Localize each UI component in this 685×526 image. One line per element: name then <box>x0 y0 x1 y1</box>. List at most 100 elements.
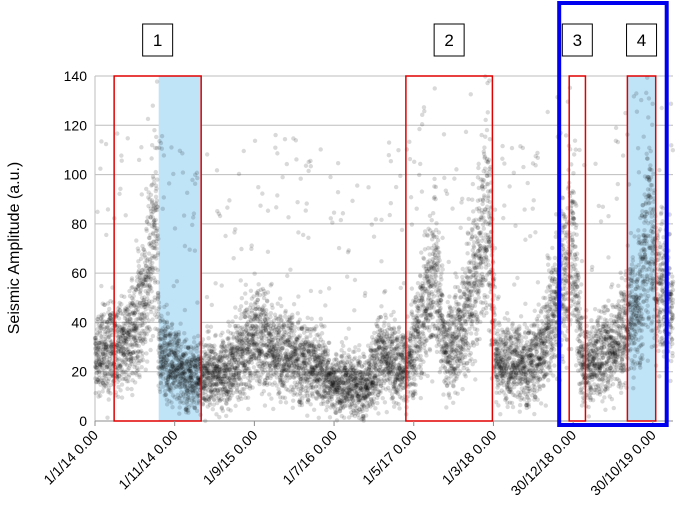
data-point <box>115 309 121 315</box>
data-point <box>167 352 172 358</box>
data-point <box>129 321 135 327</box>
data-point <box>168 333 173 339</box>
data-point <box>95 367 101 373</box>
data-point <box>165 380 170 385</box>
data-point <box>163 360 169 366</box>
data-point <box>162 367 167 372</box>
data-point <box>128 301 133 306</box>
data-point <box>128 312 133 317</box>
data-point <box>170 321 175 326</box>
data-point <box>150 270 155 275</box>
data-point <box>314 324 319 329</box>
data-point <box>149 223 155 229</box>
data-point <box>129 359 134 364</box>
data-point <box>127 316 133 321</box>
data-point <box>135 274 140 280</box>
data-point <box>165 324 171 330</box>
data-point <box>151 180 157 185</box>
data-point <box>324 407 329 413</box>
data-point <box>102 361 107 366</box>
data-point <box>109 344 114 349</box>
data-point <box>212 343 217 348</box>
data-point <box>97 361 103 367</box>
data-point <box>97 358 102 364</box>
data-point <box>93 350 99 355</box>
data-point <box>105 347 110 352</box>
data-point <box>154 237 160 242</box>
data-point <box>99 362 105 367</box>
data-point <box>152 208 157 213</box>
data-point <box>99 365 105 370</box>
data-point <box>164 319 170 325</box>
data-point <box>105 371 110 376</box>
data-point <box>128 302 133 308</box>
data-point <box>241 355 246 360</box>
data-point <box>163 335 168 341</box>
data-point <box>127 351 132 357</box>
data-point <box>136 283 141 288</box>
data-point <box>108 298 113 304</box>
data-point <box>191 211 197 216</box>
data-point <box>169 343 175 348</box>
data-point <box>104 347 109 352</box>
data-point <box>104 355 110 360</box>
data-point <box>141 312 147 317</box>
data-point <box>105 329 111 334</box>
data-point <box>139 252 145 257</box>
data-point <box>166 368 171 374</box>
data-point <box>166 340 172 346</box>
data-point <box>100 351 106 356</box>
data-point <box>135 355 140 360</box>
data-point <box>157 370 163 376</box>
data-point <box>157 366 162 372</box>
data-point <box>122 327 127 332</box>
data-point <box>145 303 150 308</box>
data-point <box>163 362 168 368</box>
data-point <box>99 139 104 144</box>
data-point <box>141 247 147 253</box>
data-point <box>125 317 130 323</box>
data-point <box>101 360 106 365</box>
data-point <box>107 348 112 354</box>
data-point <box>152 243 157 248</box>
data-point <box>167 398 172 404</box>
data-point <box>121 338 126 343</box>
data-point <box>250 385 255 390</box>
data-point <box>169 370 175 375</box>
data-point <box>101 355 106 360</box>
data-point <box>118 311 124 316</box>
data-point <box>99 360 105 366</box>
data-point <box>101 366 106 371</box>
data-point <box>265 290 271 295</box>
data-point <box>120 332 125 338</box>
data-point <box>409 302 414 307</box>
data-point <box>122 341 127 346</box>
data-point <box>109 358 115 363</box>
data-point <box>170 361 175 367</box>
data-point <box>145 359 150 364</box>
data-point <box>109 342 115 347</box>
data-point <box>213 332 218 338</box>
data-point <box>105 324 110 330</box>
data-point <box>138 316 143 322</box>
data-point <box>102 331 108 337</box>
data-point <box>116 338 121 343</box>
data-point <box>269 396 274 401</box>
data-point <box>341 343 346 349</box>
data-point <box>133 339 138 344</box>
data-point <box>142 295 147 300</box>
data-point <box>129 328 134 333</box>
data-point <box>103 346 108 352</box>
data-point <box>159 347 164 352</box>
data-point <box>104 364 110 370</box>
data-point <box>108 367 114 372</box>
data-point <box>140 281 146 287</box>
data-point <box>356 347 361 353</box>
data-point <box>230 319 235 324</box>
data-point <box>136 263 142 269</box>
data-point <box>104 350 110 356</box>
data-point <box>124 309 129 314</box>
data-point <box>108 351 113 356</box>
data-point <box>136 338 141 344</box>
data-point <box>124 356 130 362</box>
